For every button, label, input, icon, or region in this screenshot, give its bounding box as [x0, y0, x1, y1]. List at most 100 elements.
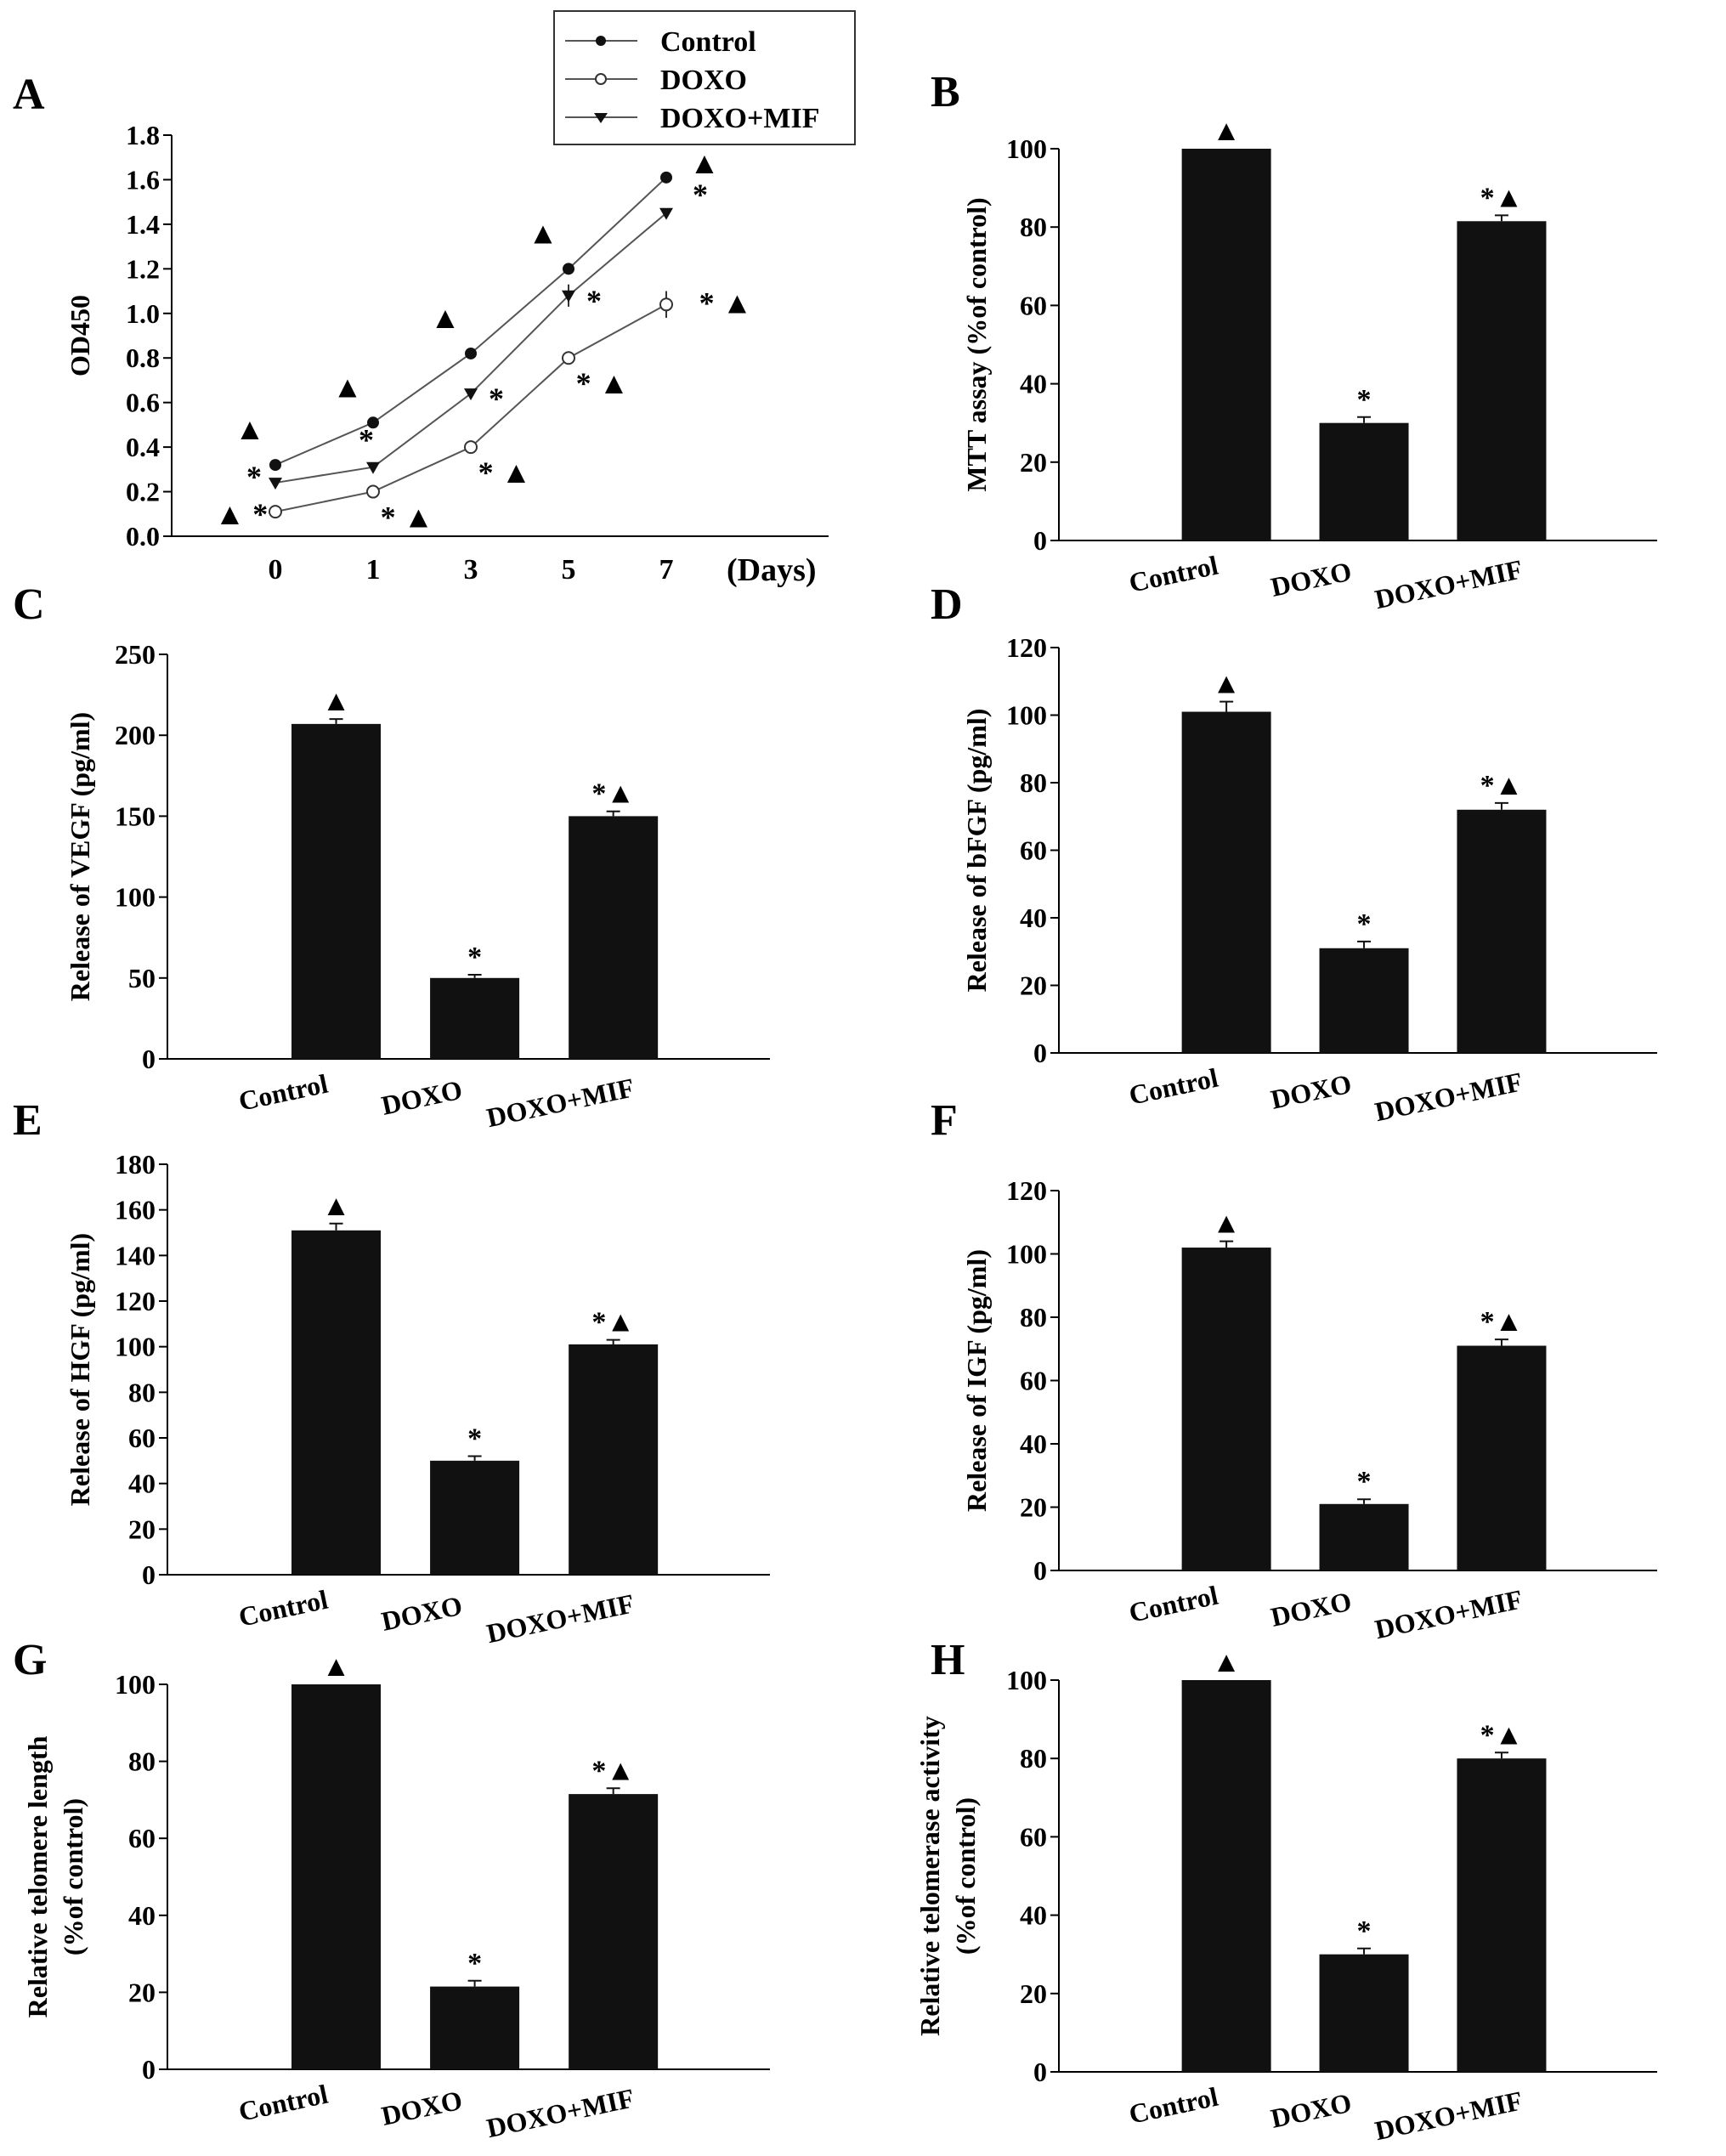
data-point: [464, 388, 478, 401]
y-tick-label: 20: [1020, 1978, 1047, 2009]
data-point: [562, 351, 575, 365]
bar: [1457, 221, 1547, 540]
legend-label: DOXO: [660, 65, 747, 96]
panel-letter: F: [931, 1096, 958, 1145]
bar: [430, 977, 520, 1059]
y-tick-label: 100: [1006, 1239, 1047, 1270]
bar: [1457, 1758, 1547, 2072]
x-tick-label: Control: [236, 1068, 331, 1117]
y-tick-label: 0: [1033, 2057, 1047, 2087]
x-tick-label: DOXO: [379, 1590, 465, 1637]
x-tick-label: DOXO+MIF: [1372, 1066, 1525, 1127]
panel-letter: B: [931, 68, 960, 116]
x-tick-label: DOXO+MIF: [1372, 2085, 1525, 2146]
x-tick-label: 7: [659, 554, 674, 586]
y-tick-label: 40: [1020, 903, 1047, 933]
y-axis-label-line2: (%of control): [950, 1797, 981, 1955]
bar: [291, 1230, 382, 1575]
x-tick-label: 0: [269, 554, 283, 586]
panel-b: B 0 20 40 60 80 100 MTT assay (%of control) ▲ Con…: [931, 68, 1657, 614]
bar: [1181, 149, 1271, 540]
significance-marker: * ▲: [381, 501, 434, 535]
data-point: [366, 484, 380, 499]
y-tick-label: 20: [128, 1977, 156, 2007]
y-tick-label: 60: [128, 1423, 156, 1453]
y-tick-label: 0.4: [126, 432, 160, 462]
y-tick-label: 100: [1006, 1665, 1047, 1695]
x-tick-label: DOXO+MIF: [484, 1072, 637, 1133]
significance-marker: ▲: [1212, 1647, 1241, 1678]
panel-letter: H: [931, 1636, 965, 1684]
significance-marker: ▲: [322, 1651, 351, 1683]
bar: [1457, 1345, 1547, 1570]
y-axis-label: OD450: [65, 295, 95, 376]
data-point: [269, 478, 282, 490]
y-tick-label: 0.6: [126, 388, 160, 418]
x-tick-label: DOXO: [379, 2085, 465, 2131]
y-tick-label: 40: [128, 1900, 156, 1931]
significance-marker: *: [489, 382, 504, 416]
panel-e: E 0 20 40 60 80 100 120 140 160 180 Release of HGF …: [13, 1096, 770, 1649]
significance-marker: ▲: [322, 1191, 351, 1222]
panel-c: C 0 50 100 150 200 250 Release of VEGF (pg/ml) ▲…: [13, 580, 770, 1133]
y-tick-label: 0: [142, 1559, 156, 1590]
y-tick-label: 120: [115, 1286, 156, 1316]
bar: [569, 1794, 659, 2069]
y-axis-label: Release of VEGF (pg/ml): [65, 712, 95, 1001]
panel-letter: A: [13, 71, 45, 119]
panel-letter: D: [931, 580, 963, 629]
y-tick-label: 20: [128, 1514, 156, 1544]
data-point: [660, 171, 672, 184]
data-point: [269, 505, 282, 519]
x-tick-label: DOXO+MIF: [1372, 553, 1525, 614]
y-tick-label: 160: [115, 1195, 156, 1225]
y-tick-label: 120: [1006, 1175, 1047, 1206]
y-tick-label: 80: [1020, 1302, 1047, 1333]
y-tick-label: 0: [142, 1044, 156, 1074]
significance-marker: *▲: [591, 778, 635, 810]
y-tick-label: 150: [115, 801, 156, 831]
legend-marker: [594, 113, 608, 123]
x-tick-label: 3: [464, 554, 478, 586]
bar: [1181, 1680, 1271, 2072]
y-axis-label: MTT assay (%of control): [961, 197, 992, 491]
y-tick-label: 180: [115, 1149, 156, 1180]
bar: [1319, 948, 1409, 1053]
significance-marker: *: [1357, 384, 1372, 416]
data-point: [269, 459, 281, 472]
y-tick-label: 60: [1020, 835, 1047, 866]
y-tick-label: 80: [1020, 1743, 1047, 1774]
data-point: [563, 263, 574, 275]
significance-marker: ▲: [430, 301, 461, 335]
panel-h: H 0 20 40 60 80 100 Relative telomerase activit…: [914, 1636, 1657, 2146]
significance-marker: *: [467, 1948, 482, 1979]
y-tick-label: 80: [1020, 212, 1047, 242]
y-tick-label: 20: [1020, 447, 1047, 478]
significance-marker: *▲: [1480, 770, 1524, 801]
x-tick-label: DOXO: [1268, 1586, 1354, 1633]
panel-d: D 0 20 40 60 80 100 120 Release of bFGF (pg/ml) ▲…: [931, 580, 1657, 1127]
y-tick-label: 80: [128, 1377, 156, 1407]
significance-marker: *▲: [1480, 1719, 1524, 1751]
y-tick-label: 0.2: [126, 477, 160, 507]
y-tick-label: 0: [142, 2054, 156, 2085]
panel-g: G 0 20 40 60 80 100 Relative telomere length (%o…: [13, 1636, 770, 2143]
data-point: [464, 440, 478, 455]
legend: Control DOXO DOXO+MIF: [553, 10, 856, 145]
y-tick-label: 60: [128, 1823, 156, 1853]
y-tick-label: 200: [115, 720, 156, 750]
y-tick-label: 40: [1020, 369, 1047, 399]
panel-letter: E: [13, 1096, 42, 1145]
data-point: [465, 347, 477, 359]
significance-marker: *▲: [1480, 1306, 1524, 1338]
bar: [1319, 1503, 1409, 1570]
significance-marker: *: [467, 1423, 482, 1454]
data-point: [659, 297, 673, 312]
y-tick-label: 60: [1020, 290, 1047, 320]
y-axis-label: Relative telomerase activity: [914, 1716, 945, 2036]
x-tick-label: Control: [1126, 1580, 1220, 1628]
x-tick-label: DOXO+MIF: [484, 2082, 637, 2143]
y-tick-label: 0.8: [126, 342, 160, 373]
x-tick-label: DOXO: [1268, 2087, 1354, 2134]
y-tick-label: 1.6: [126, 164, 160, 195]
